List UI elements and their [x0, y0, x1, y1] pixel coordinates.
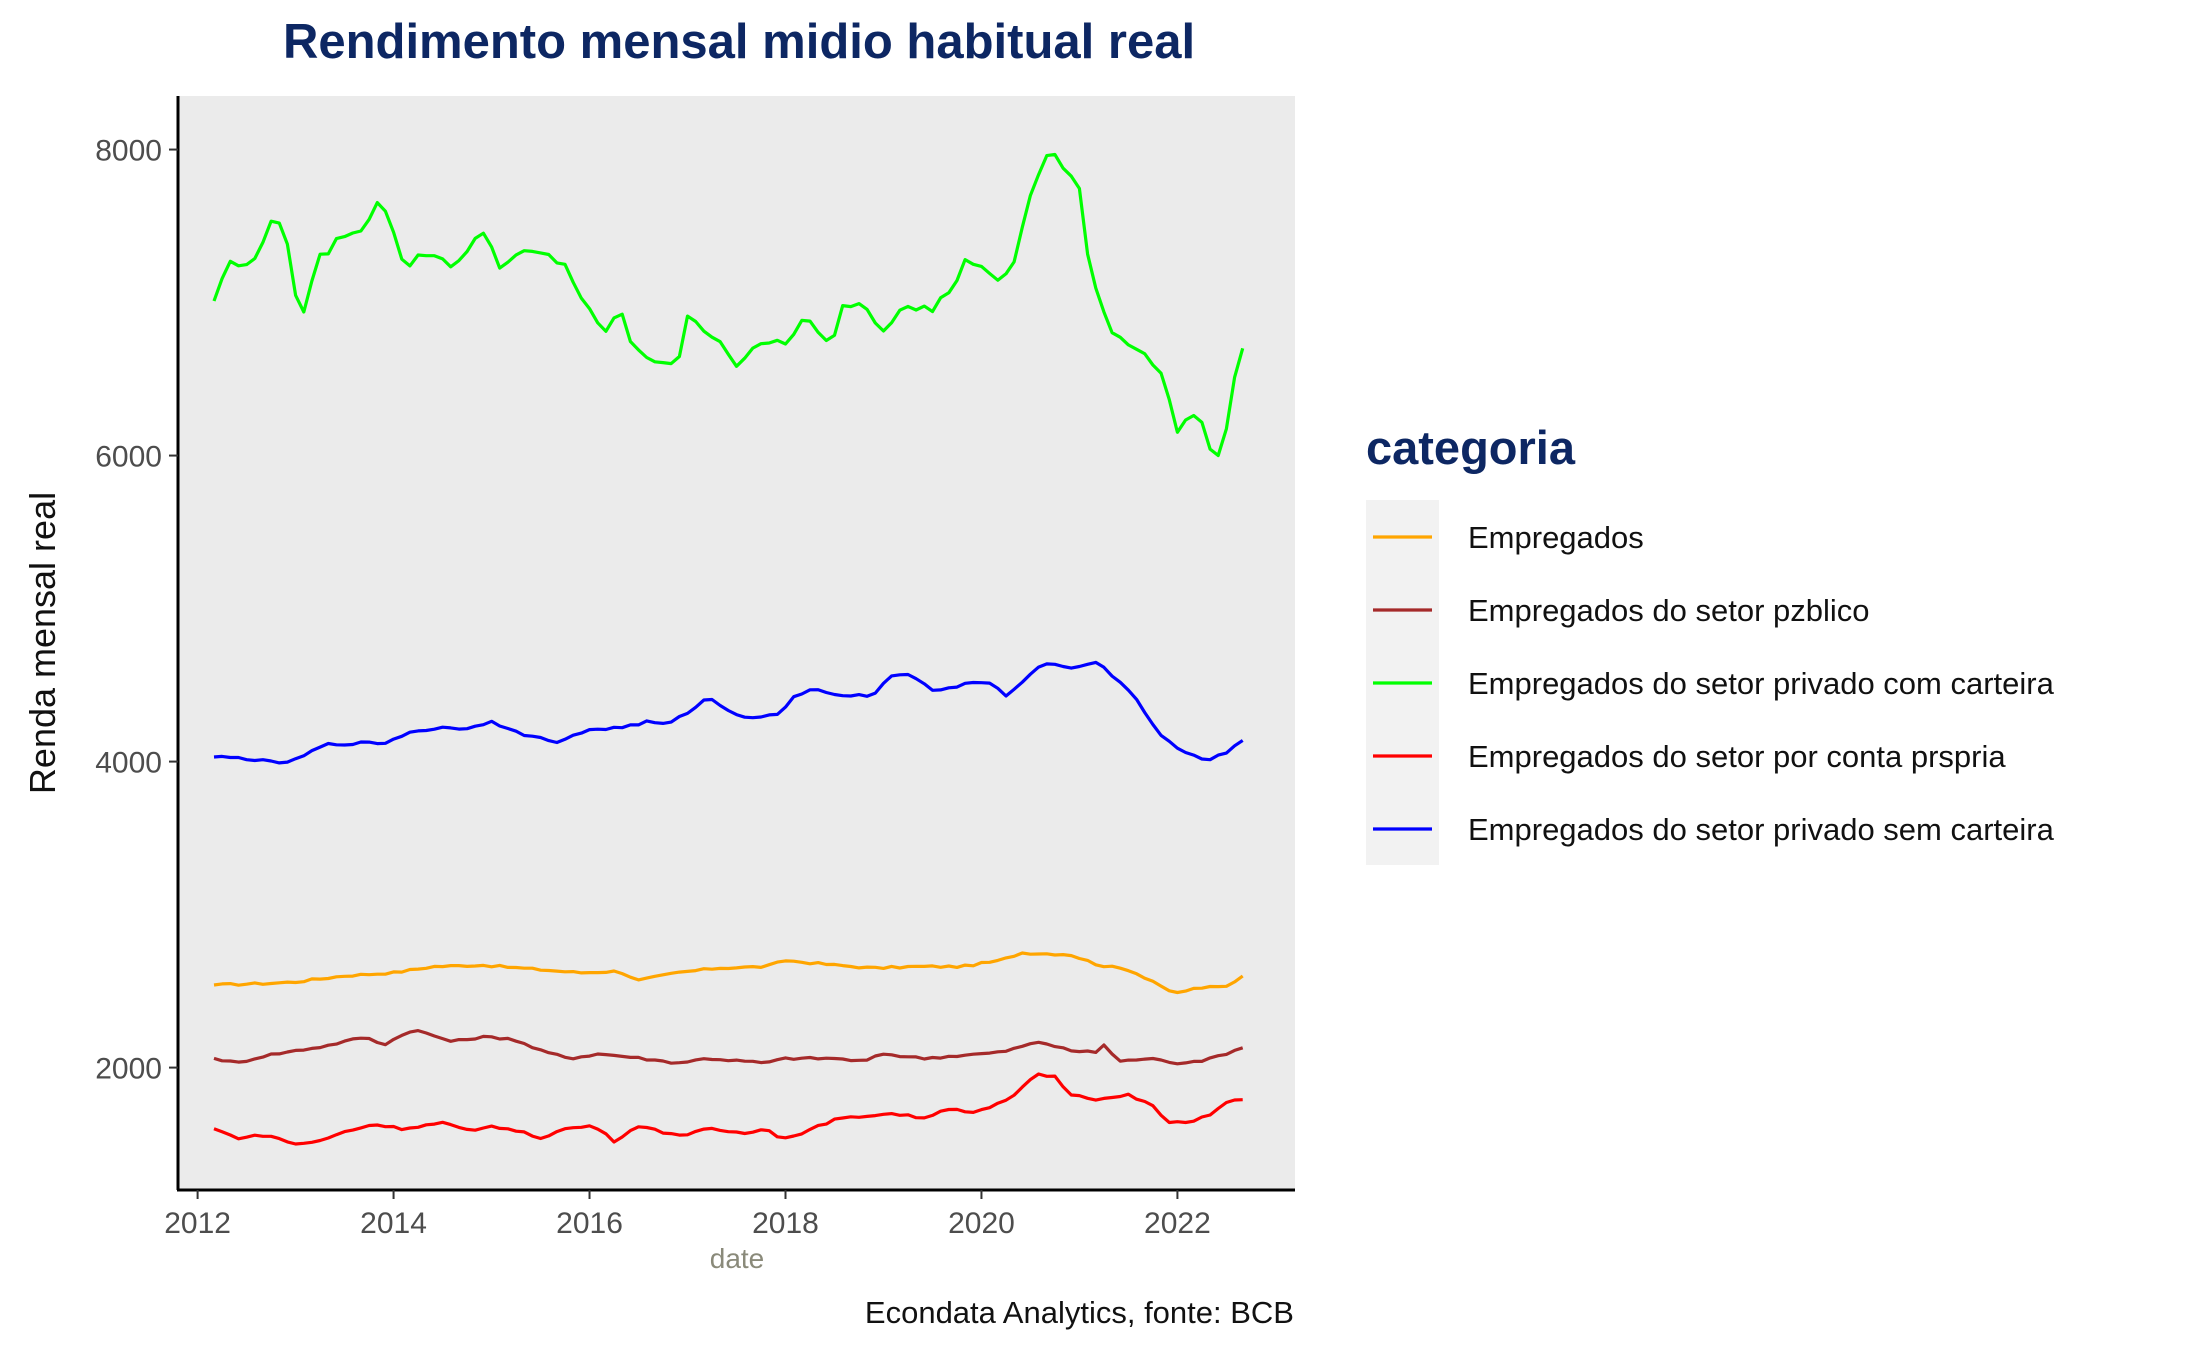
y-tick-label: 8000 — [95, 135, 162, 168]
legend: Empregados Empregados do setor pzblico Emp… — [1373, 520, 2055, 847]
y-tick-label: 6000 — [95, 441, 162, 474]
legend-title: categoria — [1366, 421, 1576, 474]
chart-caption: Econdata Analytics, fonte: BCB — [865, 1295, 1294, 1330]
series-line-3 — [212, 152, 1245, 458]
series-line-4 — [213, 1072, 1243, 1146]
x-tick-label: 2014 — [360, 1207, 427, 1240]
legend-label: Empregados do setor por conta prspria — [1468, 739, 2006, 774]
series-line-2 — [213, 1029, 1244, 1066]
x-tick-label: 2016 — [556, 1207, 623, 1240]
y-tick-label: 2000 — [95, 1053, 162, 1086]
chart-title: Rendimento mensal midio habitual real — [283, 15, 1195, 69]
y-axis-ticks: 2000 4000 6000 8000 — [95, 135, 178, 1086]
series-line-1 — [213, 951, 1244, 995]
x-axis-ticks: 2012 2014 2016 2018 2020 2022 — [164, 1190, 1211, 1240]
y-tick-label: 4000 — [95, 747, 162, 780]
plot-panel — [178, 96, 1295, 1190]
y-axis-title: Renda mensal real — [22, 492, 63, 794]
x-tick-label: 2012 — [164, 1207, 231, 1240]
series-line-5 — [213, 660, 1244, 765]
x-tick-label: 2018 — [752, 1207, 819, 1240]
legend-label: Empregados do setor privado sem carteira — [1468, 812, 2055, 847]
legend-label: Empregados do setor privado com carteira — [1468, 666, 2055, 701]
legend-label: Empregados — [1468, 520, 1644, 555]
x-tick-label: 2020 — [948, 1207, 1015, 1240]
series-layer — [212, 152, 1245, 1146]
legend-label: Empregados do setor pzblico — [1468, 593, 1870, 628]
x-axis-title: date — [710, 1243, 765, 1274]
x-tick-label: 2022 — [1144, 1207, 1211, 1240]
